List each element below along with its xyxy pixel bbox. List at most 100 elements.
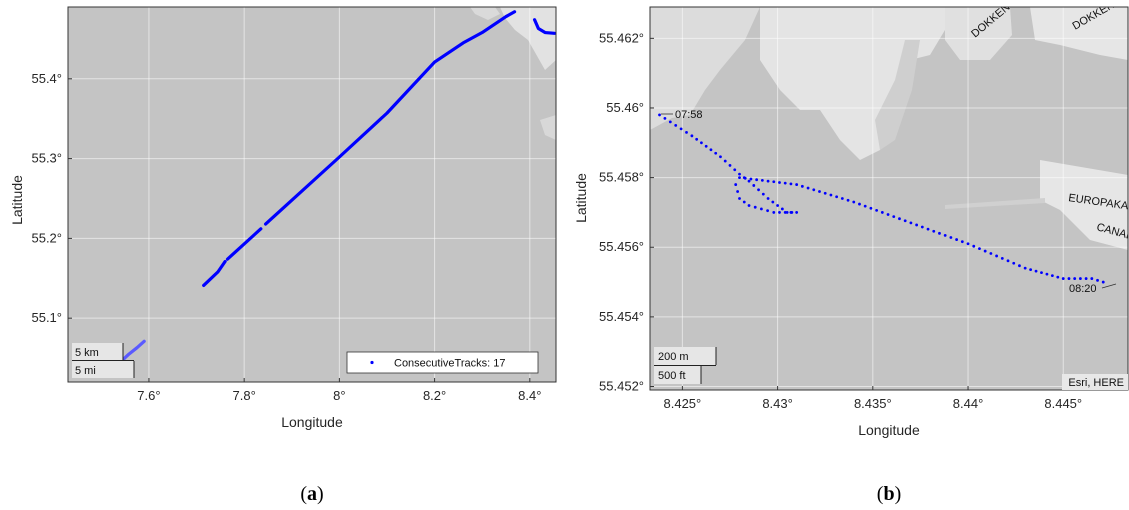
scale-bar-a: 5 km 5 mi <box>72 343 135 378</box>
track-point <box>1000 256 1004 260</box>
y-axis-label-b: Latitude <box>573 173 589 223</box>
x-tick-label: 8.425° <box>664 396 702 411</box>
track-point <box>795 183 799 186</box>
track-point <box>983 249 987 253</box>
track-point <box>835 195 839 199</box>
track-point <box>852 200 856 204</box>
start-time-label: 07:58 <box>675 109 703 121</box>
track-point <box>685 130 688 134</box>
track-point <box>663 117 667 120</box>
x-tick-label: 8.435° <box>854 396 892 411</box>
x-ticks-b: 8.425° 8.43° 8.435° 8.44° 8.445° <box>664 386 1082 411</box>
y-tick-label: 55.456° <box>599 239 644 254</box>
track-point <box>734 183 738 186</box>
panel-b: DOKKEN DOKKEN EUROPAKAJ CANADA 8.425° 8.4… <box>573 6 1129 505</box>
x-tick-label: 8° <box>333 388 345 403</box>
track-point <box>752 184 756 187</box>
track-point <box>789 211 793 214</box>
track-point <box>812 188 816 192</box>
track-point <box>823 191 827 195</box>
track-point <box>771 200 775 204</box>
scale-label-km: 5 km <box>75 347 99 359</box>
x-tick-label: 7.6° <box>137 388 160 403</box>
x-tick-label: 8.2° <box>423 388 446 403</box>
scale-label-m: 200 m <box>658 351 689 363</box>
scale-box-mi <box>72 361 134 378</box>
track-point <box>709 148 713 152</box>
track-point <box>1018 264 1021 268</box>
scale-box-ft <box>654 366 701 384</box>
scale-bar-b: 200 m 500 ft <box>654 347 717 384</box>
track-point <box>949 236 953 239</box>
track-point <box>755 178 759 182</box>
track-point <box>1012 261 1016 265</box>
track-point <box>955 238 959 241</box>
end-marker-line <box>1101 283 1117 289</box>
track-point <box>960 240 964 244</box>
track-point <box>909 221 913 225</box>
y-tick-label: 55.1° <box>31 310 62 325</box>
scale-box-m <box>654 347 716 365</box>
track-point <box>869 206 873 210</box>
map-background-a <box>68 7 556 382</box>
legend-box <box>346 351 539 374</box>
land-a <box>470 7 556 140</box>
y-tick-label: 55.462° <box>599 30 644 45</box>
axes-frame-b <box>649 6 1129 391</box>
track-point <box>795 211 799 214</box>
track-point <box>898 217 901 221</box>
track-point <box>995 254 998 258</box>
track-b <box>658 113 1105 284</box>
track-point <box>806 186 810 190</box>
scale-box-km <box>72 343 123 360</box>
track-point <box>776 204 779 207</box>
x-tick-label: 8.43° <box>762 396 793 411</box>
track-point <box>1096 278 1099 282</box>
track-point <box>760 178 764 182</box>
track-point <box>846 198 850 202</box>
track-point <box>772 211 776 214</box>
track-segment <box>532 18 556 35</box>
x-tick-label: 8.4° <box>518 388 541 403</box>
y-tick-label: 55.4° <box>31 71 62 86</box>
y-tick-label: 55.458° <box>599 170 644 185</box>
track-point <box>818 190 821 193</box>
x-ticks-a: 7.6° 7.8° 8° 8.2° 8.4° <box>137 378 541 403</box>
y-tick-label: 55.3° <box>31 151 62 166</box>
track-segment <box>202 259 227 288</box>
track-point <box>875 208 879 212</box>
track-point <box>668 120 672 124</box>
track-segment <box>263 10 517 226</box>
track-point <box>1090 277 1094 280</box>
track-point <box>783 181 787 185</box>
track-point <box>989 252 993 255</box>
grid-b <box>650 7 1128 390</box>
track-point <box>938 231 941 235</box>
track-point <box>829 193 833 197</box>
track-point <box>695 137 699 141</box>
x-tick-label: 7.8° <box>233 388 256 403</box>
track-point <box>1056 275 1060 279</box>
track-point <box>738 197 741 200</box>
track-point <box>780 207 784 211</box>
track-point <box>915 223 919 227</box>
track-point <box>733 168 737 172</box>
track-point <box>772 180 776 184</box>
track-point <box>1067 277 1071 280</box>
y-tick-label: 55.46° <box>606 100 644 115</box>
track-point <box>800 184 804 188</box>
track-point <box>723 159 727 163</box>
track-point <box>760 207 763 211</box>
track-point <box>886 213 890 216</box>
grid-a <box>68 7 556 382</box>
track-point <box>892 215 896 219</box>
legend-a: ConsecutiveTracks: 17 <box>346 351 539 374</box>
track-point <box>880 211 884 214</box>
track-point <box>674 123 678 127</box>
track-point <box>1023 266 1027 270</box>
y-tick-label: 55.454° <box>599 309 644 324</box>
x-tick-label: 8.44° <box>953 396 984 411</box>
track-point <box>766 197 770 200</box>
track-point <box>1073 277 1077 280</box>
track-point <box>757 188 760 192</box>
